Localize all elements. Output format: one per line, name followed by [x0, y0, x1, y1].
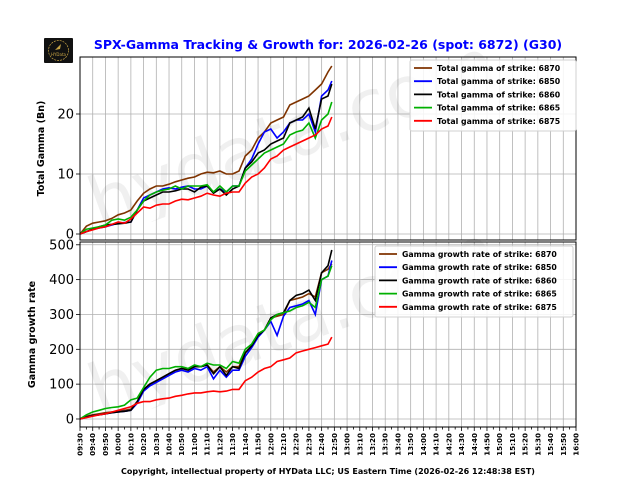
x-tick-label: 14:40: [470, 433, 479, 456]
legend-label: Total gamma of strike: 6875: [437, 117, 560, 126]
chart-title: SPX-Gamma Tracking & Growth for: 2026-02…: [93, 37, 563, 52]
x-tick-label: 12:30: [304, 433, 313, 456]
x-tick-label: 14:30: [457, 433, 466, 456]
legend-label: Gamma growth rate of strike: 6860: [402, 276, 557, 285]
x-tick-label: 15:50: [559, 433, 568, 456]
legend-label: Gamma growth rate of strike: 6870: [402, 250, 557, 259]
y-tick-label: 500: [49, 238, 74, 253]
x-tick-label: 11:20: [215, 433, 224, 456]
copyright-footer: Copyright, intellectual property of HYDa…: [121, 467, 535, 476]
x-tick-label: 14:00: [419, 433, 428, 456]
x-tick-label: 11:50: [254, 433, 263, 456]
y-tick-label: 400: [49, 273, 74, 288]
y-tick-label: 0: [66, 228, 74, 243]
x-tick-label: 09:30: [76, 433, 85, 456]
legend-box: [409, 59, 577, 132]
series-line-6865: [80, 101, 333, 235]
y-axis-label: Gamma growth rate: [27, 281, 38, 388]
y-tick-label: 10: [57, 168, 74, 183]
x-tick-label: 13:20: [368, 433, 377, 456]
legend-label: Gamma growth rate of strike: 6850: [402, 263, 557, 272]
x-tick-label: 13:40: [393, 433, 402, 456]
x-tick-label: 15:30: [533, 433, 542, 456]
series-line-6875: [80, 336, 333, 420]
y-axis-label: Total Gamma (Bn): [36, 101, 47, 197]
y-tick-label: 20: [57, 108, 74, 123]
x-tick-label: 14:10: [432, 433, 441, 456]
x-tick-label: 16:00: [572, 433, 581, 456]
x-tick-label: 14:20: [444, 433, 453, 456]
logo-emblem-icon: HYData: [48, 40, 69, 61]
x-tick-label: 15:40: [546, 433, 555, 456]
legend-label: Total gamma of strike: 6870: [437, 64, 561, 73]
x-tick-label: 10:10: [126, 433, 135, 456]
x-tick-label: 10:40: [165, 433, 174, 456]
x-tick-label: 14:50: [482, 433, 491, 456]
x-tick-label: 13:30: [381, 433, 390, 456]
legend-label: Total gamma of strike: 6850: [437, 77, 561, 86]
x-tick-label: 09:50: [101, 433, 110, 456]
y-tick-label: 100: [49, 378, 74, 393]
x-tick-label: 11:40: [241, 433, 250, 456]
x-tick-label: 12:20: [292, 433, 301, 456]
legend: Total gamma of strike: 6870 Total gamma o…: [409, 59, 577, 132]
axes-frame: [79, 56, 577, 241]
x-tick-label: 12:10: [279, 433, 288, 456]
x-tick-label: 12:00: [266, 433, 275, 456]
legend-label: Gamma growth rate of strike: 6875: [402, 303, 557, 312]
x-tick-label: 11:10: [203, 433, 212, 456]
legend: Gamma growth rate of strike: 6870 Gamma g…: [374, 245, 574, 318]
series-line-6870: [80, 65, 333, 235]
legend-label: Total gamma of strike: 6860: [437, 90, 561, 99]
x-tick-label: 12:40: [317, 433, 326, 456]
x-tick-label: 10:50: [177, 433, 186, 456]
hydata-logo: HYData: [44, 38, 73, 63]
x-tick-label: 13:50: [406, 433, 415, 456]
x-tick-label: 11:30: [228, 433, 237, 456]
series-line-6865: [80, 265, 333, 420]
y-tick-label: 300: [49, 308, 74, 323]
x-tick-label: 09:40: [88, 433, 97, 456]
x-tick-label: 13:10: [355, 433, 364, 456]
svg-text:HYData: HYData: [51, 52, 67, 57]
series-line-6860: [80, 249, 333, 420]
legend-label: Gamma growth rate of strike: 6865: [402, 290, 557, 299]
y-tick-label: 200: [49, 343, 74, 358]
x-tick-label: 10:20: [139, 433, 148, 456]
x-tick-label: 13:00: [343, 433, 352, 456]
x-tick-label: 10:00: [114, 433, 123, 456]
legend-box: [374, 245, 574, 318]
series-line-6875: [80, 116, 333, 235]
x-tick-label: 12:50: [330, 433, 339, 456]
legend-label: Total gamma of strike: 6865: [437, 104, 560, 113]
x-tick-label: 15:00: [495, 433, 504, 456]
y-tick-label: 0: [66, 412, 74, 427]
x-tick-label: 10:30: [152, 433, 161, 456]
x-tick-label: 11:00: [190, 433, 199, 456]
x-tick-label: 15:10: [508, 433, 517, 456]
x-tick-label: 15:20: [521, 433, 530, 456]
